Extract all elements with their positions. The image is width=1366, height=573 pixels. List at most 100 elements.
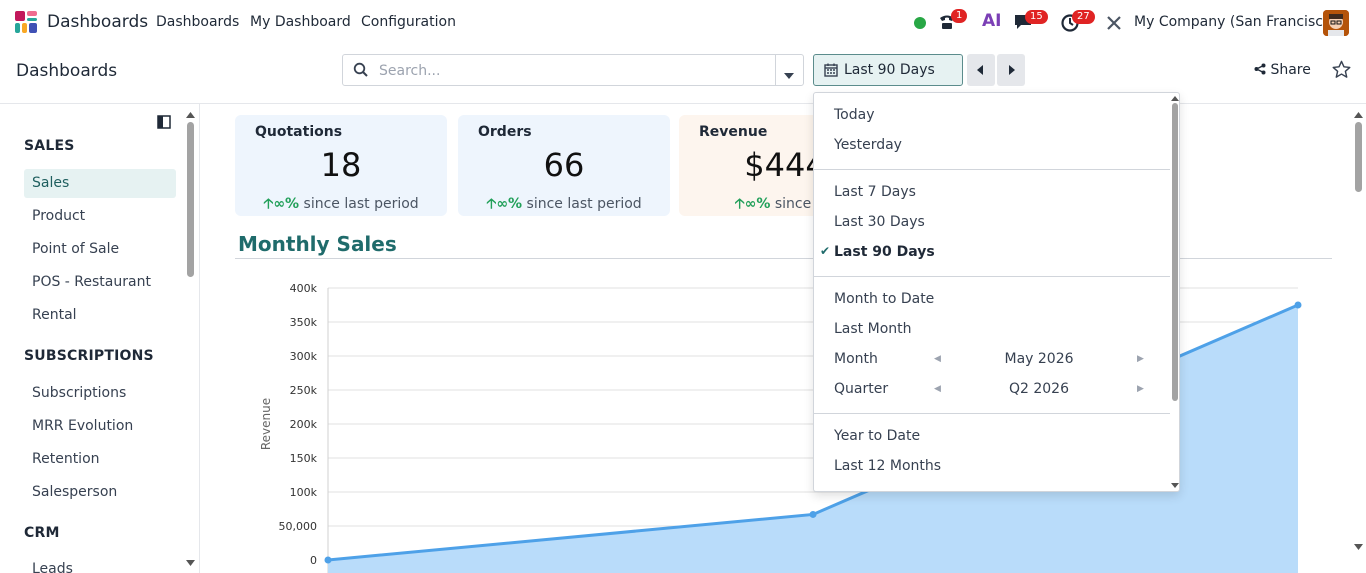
y-tick-label: 250k: [290, 384, 318, 397]
sidebar-item-salesperson[interactable]: Salesperson: [32, 484, 118, 500]
phone-icon[interactable]: 1: [937, 9, 968, 36]
data-point: [324, 556, 332, 564]
data-point: [809, 510, 817, 518]
kpi-trend-value: ∞%: [273, 196, 300, 212]
sidebar-item-leads[interactable]: Leads: [32, 561, 73, 573]
next-month-icon[interactable]: ▶: [1137, 354, 1144, 364]
activities-clock-icon[interactable]: 27: [1060, 10, 1095, 37]
menu-configuration[interactable]: Configuration: [361, 14, 456, 30]
caret-right-icon: [1009, 65, 1015, 75]
dropdown-divider: [814, 413, 1170, 414]
sidebar-section-subscriptions: SUBSCRIPTIONS: [24, 348, 154, 364]
date-option-today[interactable]: Today: [834, 107, 875, 123]
kpi-title: Orders: [478, 124, 532, 140]
presence-status-icon[interactable]: [914, 17, 926, 29]
previous-quarter-icon[interactable]: ◀: [934, 384, 941, 394]
share-label: Share: [1270, 62, 1311, 78]
date-option-last-7-days[interactable]: Last 7 Days: [834, 184, 916, 200]
menu-my-dashboard[interactable]: My Dashboard: [250, 14, 351, 30]
search-divider: [775, 55, 776, 85]
sidebar-item-rental[interactable]: Rental: [32, 307, 77, 323]
trend-up-icon: 🡡: [263, 196, 274, 212]
data-point: [1294, 301, 1302, 309]
share-button[interactable]: Share: [1254, 62, 1311, 78]
company-switcher[interactable]: My Company (San Francisco): [1134, 14, 1337, 30]
dropdown-scrollbar[interactable]: [1172, 103, 1178, 401]
previous-month-icon[interactable]: ◀: [934, 354, 941, 364]
search-bar[interactable]: [342, 54, 804, 86]
sidebar-section-crm: CRM: [24, 525, 60, 541]
apps-menu-icon[interactable]: [15, 11, 37, 33]
section-divider: [235, 258, 1332, 259]
date-option-yesterday[interactable]: Yesterday: [834, 137, 902, 153]
date-filter-button[interactable]: Last 90 Days: [813, 54, 963, 86]
month-selector-label: Month: [834, 351, 878, 367]
kpi-trend-suffix: since last period: [303, 196, 419, 212]
user-avatar[interactable]: [1323, 10, 1349, 36]
date-option-year-to-date[interactable]: Year to Date: [834, 428, 921, 444]
messages-icon[interactable]: 15: [1013, 10, 1048, 35]
scroll-up-icon[interactable]: [1171, 96, 1179, 101]
scroll-down-icon[interactable]: [186, 560, 195, 566]
kpi-value: 66: [543, 146, 585, 184]
debug-tools-icon[interactable]: [1105, 14, 1123, 36]
share-icon: [1254, 63, 1266, 75]
sidebar-item-subscriptions[interactable]: Subscriptions: [32, 385, 127, 401]
date-option-last-30-days[interactable]: Last 30 Days: [834, 214, 925, 230]
dropdown-divider: [814, 169, 1170, 170]
messages-badge: 15: [1025, 10, 1048, 24]
quarter-selector-label: Quarter: [834, 381, 889, 397]
sidebar-item-pos-restaurant[interactable]: POS - Restaurant: [32, 274, 151, 290]
favorite-star-icon[interactable]: [1332, 60, 1351, 83]
scrollbar-thumb[interactable]: [1355, 122, 1362, 192]
kpi-title: Quotations: [255, 124, 343, 140]
sidebar-item-mrr-evolution[interactable]: MRR Evolution: [32, 418, 134, 434]
date-filter-label: Last 90 Days: [844, 62, 935, 78]
trend-up-icon: 🡡: [486, 196, 497, 212]
kpi-card-quotations[interactable]: Quotations 18 🡡∞% since last period: [235, 115, 447, 216]
kpi-title: Revenue: [699, 124, 768, 140]
kpi-trend: 🡡∞% since last period: [458, 193, 670, 217]
y-tick-label: 400k: [290, 282, 318, 295]
search-options-toggle-icon[interactable]: [784, 67, 794, 83]
search-input[interactable]: [379, 61, 769, 81]
kpi-trend-suffix: since last period: [526, 196, 642, 212]
top-navbar: Dashboards Dashboards My Dashboard Confi…: [0, 0, 1366, 46]
scroll-up-icon[interactable]: [186, 112, 195, 118]
sidebar-scrollbar[interactable]: [187, 122, 194, 277]
date-filter-dropdown: Today Yesterday Last 7 Days Last 30 Days…: [813, 92, 1180, 492]
main-scrollbar[interactable]: [1352, 104, 1366, 573]
collapse-sidebar-icon[interactable]: [157, 115, 171, 133]
page-title: Dashboards: [16, 61, 118, 81]
y-tick-label: 50,000: [279, 520, 318, 533]
date-option-last-month[interactable]: Last Month: [834, 321, 912, 337]
calendar-icon: [824, 63, 838, 81]
next-quarter-icon[interactable]: ▶: [1137, 384, 1144, 394]
scroll-down-icon[interactable]: [1171, 483, 1179, 488]
activities-badge: 27: [1072, 10, 1095, 24]
previous-period-button[interactable]: [967, 54, 995, 86]
kpi-value: $444: [744, 146, 826, 184]
sidebar-item-product[interactable]: Product: [32, 208, 86, 224]
menu-dashboards[interactable]: Dashboards: [156, 14, 240, 30]
sidebar-item-sales[interactable]: Sales: [24, 169, 176, 198]
sidebar-item-retention[interactable]: Retention: [32, 451, 100, 467]
app-title[interactable]: Dashboards: [47, 12, 149, 32]
kpi-card-orders[interactable]: Orders 66 🡡∞% since last period: [458, 115, 670, 216]
date-option-last-12-months[interactable]: Last 12 Months: [834, 458, 942, 474]
date-option-month-to-date[interactable]: Month to Date: [834, 291, 935, 307]
sidebar-section-sales: SALES: [24, 138, 75, 154]
date-option-last-90-days[interactable]: Last 90 Days: [834, 244, 935, 260]
next-period-button[interactable]: [997, 54, 1025, 86]
scroll-up-icon[interactable]: [1354, 112, 1363, 118]
calls-badge: 1: [951, 9, 968, 23]
y-tick-label: 200k: [290, 418, 318, 431]
kpi-trend: 🡡∞% since last period: [235, 193, 447, 217]
sidebar-item-point-of-sale[interactable]: Point of Sale: [32, 241, 120, 257]
caret-left-icon: [977, 65, 983, 75]
ai-icon[interactable]: AI: [982, 11, 1002, 31]
kpi-value: 18: [320, 146, 362, 184]
kpi-trend-value: ∞%: [496, 196, 523, 212]
scroll-down-icon[interactable]: [1354, 544, 1363, 550]
control-panel-divider: [0, 103, 1366, 104]
